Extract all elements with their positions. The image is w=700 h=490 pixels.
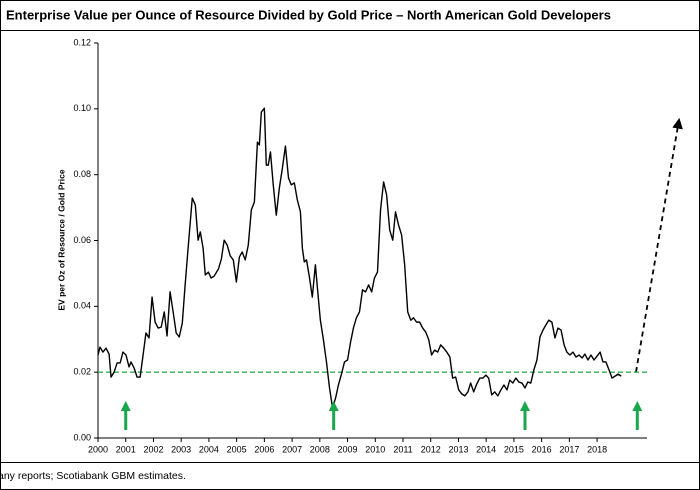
- x-tick-label: 2009: [338, 444, 358, 454]
- signal-arrow: [520, 401, 530, 430]
- x-tick-label: 2003: [171, 444, 191, 454]
- signal-arrow-head: [520, 401, 530, 411]
- x-tick-label: 2005: [227, 444, 247, 454]
- x-tick-label: 2011: [393, 444, 412, 454]
- y-tick-label: 0.04: [73, 301, 91, 311]
- x-tick-label: 2015: [504, 444, 524, 454]
- x-tick-label: 2018: [587, 444, 607, 454]
- source-note: any reports; Scotiabank GBM estimates.: [0, 470, 186, 482]
- signal-arrow: [632, 401, 643, 430]
- x-tick-label: 2004: [199, 444, 219, 454]
- chart-title: Enterprise Value per Ounce of Resource D…: [6, 7, 611, 22]
- x-tick-label: 2001: [116, 444, 136, 454]
- signal-arrow-head: [632, 401, 643, 411]
- y-tick-label: 0.12: [73, 37, 91, 47]
- x-tick-label: 2008: [310, 444, 330, 454]
- y-tick-label: 0.10: [73, 103, 91, 113]
- x-tick-label: 2014: [476, 444, 496, 454]
- x-tick-label: 2000: [88, 444, 108, 454]
- x-tick-label: 2006: [254, 444, 274, 454]
- signal-arrow-head: [120, 401, 131, 411]
- x-tick-label: 2016: [532, 444, 552, 454]
- x-tick-label: 2013: [448, 444, 468, 454]
- signal-arrow-head: [328, 401, 339, 411]
- y-tick-label: 0.08: [73, 169, 91, 179]
- y-axis-label: EV per Oz of Resource / Gold Price: [56, 169, 66, 311]
- signal-arrow: [328, 401, 339, 430]
- y-tick-label: 0.02: [73, 367, 91, 377]
- x-tick-label: 2007: [282, 444, 302, 454]
- data-line: [97, 107, 622, 409]
- x-tick-label: 2017: [559, 444, 579, 454]
- x-tick-label: 2012: [421, 444, 441, 454]
- projection-arrow: [635, 117, 683, 373]
- x-tick-label: 2002: [143, 444, 163, 454]
- signal-arrow: [120, 401, 131, 430]
- y-tick-label: 0.00: [73, 432, 91, 442]
- y-tick-label: 0.06: [73, 235, 91, 245]
- x-tick-label: 2010: [365, 444, 385, 454]
